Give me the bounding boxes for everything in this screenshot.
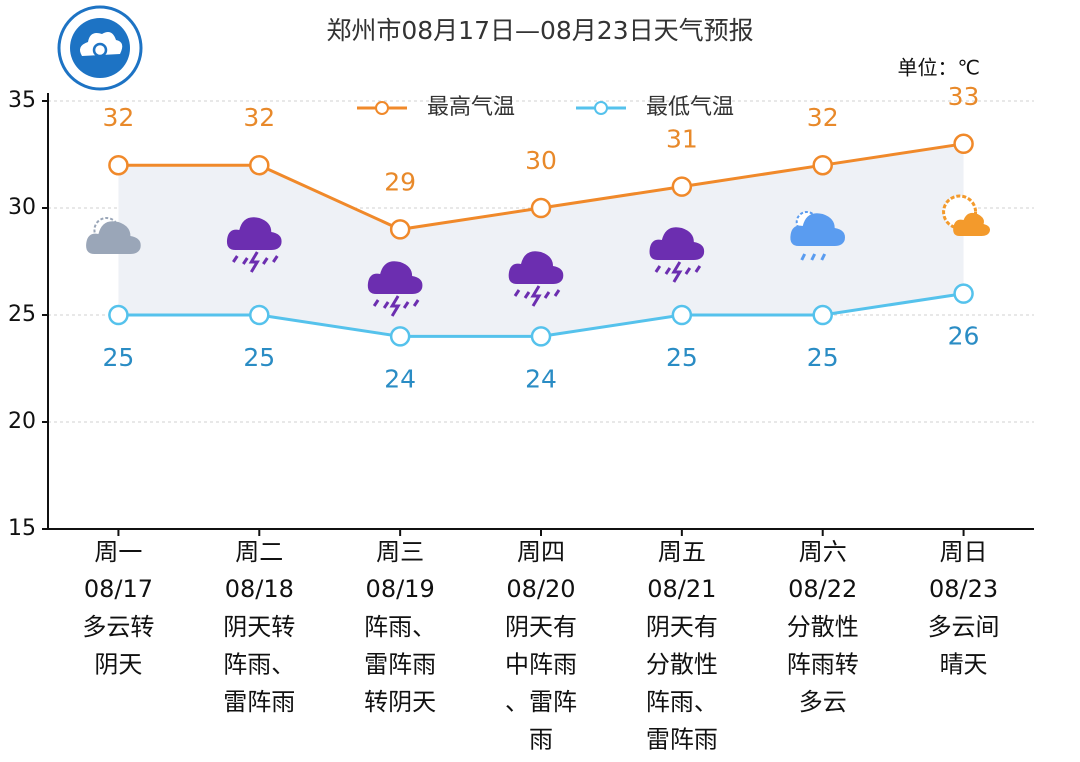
point	[812, 154, 833, 176]
icon-rain	[654, 261, 702, 283]
unit-label: 单位：℃	[898, 56, 980, 80]
icon-rain	[232, 251, 279, 273]
description-label: 多云间晴天	[928, 613, 1000, 679]
y-tick-label: 25	[8, 302, 36, 327]
point	[108, 154, 129, 176]
description-label: 阴天转阵雨、雷阵雨	[223, 613, 295, 716]
data-label: 32	[243, 103, 275, 132]
data-label: 31	[666, 125, 698, 154]
icon-rain	[800, 253, 827, 261]
point	[671, 304, 693, 326]
icon-cloud	[508, 251, 564, 284]
icon-cloud	[226, 217, 282, 250]
point	[953, 133, 974, 155]
icon-cloud	[367, 261, 423, 294]
data-label: 32	[103, 103, 135, 132]
data-label: 25	[666, 343, 698, 372]
point	[108, 304, 129, 326]
date-label: 08/22	[788, 575, 857, 603]
x-tick-label: 周三	[376, 538, 424, 566]
icon-cloud	[649, 227, 705, 260]
logo	[57, 5, 143, 91]
description-label: 阵雨、雷阵雨转阴天	[364, 613, 436, 716]
x-tick-label: 周二	[235, 538, 283, 566]
weather-icon	[790, 211, 845, 261]
y-tick-label: 30	[8, 195, 36, 220]
date-label: 08/20	[506, 575, 575, 603]
y-tick-label: 35	[8, 88, 36, 113]
icon-cloud	[790, 213, 845, 246]
data-label: 33	[948, 82, 980, 111]
date-label: 08/17	[84, 575, 153, 603]
data-label: 24	[384, 364, 416, 393]
data-label: 32	[807, 103, 839, 132]
legend-label: 最高气温	[427, 95, 515, 120]
data-label: 25	[807, 343, 839, 372]
description-label: 阴天有分散性阵雨、雷阵雨	[646, 613, 718, 754]
point	[530, 197, 552, 219]
y-tick-label: 20	[8, 409, 36, 434]
description-label: 多云转阴天	[82, 613, 154, 679]
icon-rain	[513, 285, 561, 307]
data-label: 29	[384, 167, 416, 196]
weather-icon	[367, 261, 423, 317]
description-label: 阴天有中阵雨、雷阵雨	[505, 613, 577, 754]
data-label: 24	[525, 364, 557, 393]
icon-cloud	[86, 221, 141, 254]
weather-icon	[942, 194, 990, 236]
data-label: 26	[948, 322, 980, 351]
range-band	[118, 143, 964, 337]
point	[249, 154, 270, 176]
legend-marker	[375, 101, 389, 115]
x-tick-label: 周五	[658, 538, 706, 566]
legend-label: 最低气温	[646, 95, 734, 120]
x-tick-label: 周日	[940, 538, 988, 566]
x-tick-label: 周一	[94, 538, 142, 566]
point	[389, 326, 411, 347]
date-label: 08/18	[225, 575, 294, 603]
x-tick-label: 周四	[517, 538, 565, 566]
icon-rain	[372, 295, 420, 317]
date-label: 08/19	[366, 575, 435, 603]
data-label: 25	[243, 343, 275, 372]
weather-icon	[86, 217, 141, 254]
weather-icon	[226, 217, 282, 273]
icon-cloud	[953, 212, 990, 236]
description-label: 分散性阵雨转多云	[787, 613, 859, 716]
point	[530, 326, 552, 347]
point	[389, 219, 411, 240]
data-label: 25	[103, 343, 135, 372]
date-label: 08/21	[647, 575, 716, 603]
weather-icon	[508, 251, 564, 307]
y-tick-label: 15	[8, 516, 36, 541]
chart-title: 郑州市08月17日—08月23日天气预报	[326, 16, 753, 45]
point	[671, 176, 693, 197]
point	[812, 304, 833, 326]
weather-icon	[649, 227, 705, 283]
x-tick-label: 周六	[799, 538, 847, 566]
data-label: 30	[525, 146, 557, 175]
point	[953, 283, 974, 304]
legend-marker	[594, 101, 608, 115]
point	[249, 304, 270, 326]
date-label: 08/23	[929, 575, 998, 603]
